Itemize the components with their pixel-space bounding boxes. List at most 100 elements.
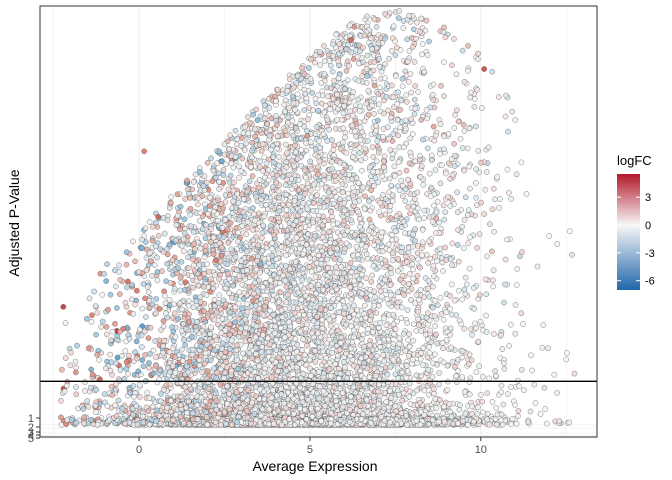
data-point xyxy=(442,244,448,251)
data-point xyxy=(473,123,479,130)
data-point xyxy=(376,101,382,108)
data-point xyxy=(139,305,146,312)
data-point xyxy=(408,116,414,122)
data-point xyxy=(554,241,561,247)
data-point xyxy=(338,263,345,270)
data-point xyxy=(465,68,471,74)
data-point xyxy=(523,190,530,197)
data-point xyxy=(489,277,496,284)
data-point xyxy=(340,110,347,117)
data-point xyxy=(474,404,481,411)
data-point xyxy=(498,382,505,389)
data-point xyxy=(477,391,484,398)
data-point xyxy=(159,268,165,275)
data-point xyxy=(359,167,365,174)
data-point xyxy=(501,299,507,306)
data-point xyxy=(328,85,334,91)
data-point xyxy=(107,351,113,358)
data-point xyxy=(440,202,447,209)
data-point xyxy=(227,132,233,139)
data-point xyxy=(415,89,422,95)
data-point xyxy=(466,379,473,385)
data-point xyxy=(402,198,409,205)
data-point xyxy=(461,325,468,332)
data-point xyxy=(81,388,88,394)
data-point xyxy=(498,332,504,338)
data-point xyxy=(396,169,403,176)
data-point xyxy=(330,41,336,48)
data-point xyxy=(295,355,302,361)
data-point xyxy=(176,226,183,233)
data-point xyxy=(451,36,457,42)
data-point xyxy=(434,340,441,347)
data-point xyxy=(378,68,385,75)
data-point xyxy=(372,294,379,300)
data-point xyxy=(195,201,201,208)
data-point xyxy=(322,103,329,109)
data-point xyxy=(404,307,411,313)
data-point xyxy=(404,36,410,43)
data-point xyxy=(98,323,104,330)
data-point xyxy=(484,253,490,260)
data-point xyxy=(540,322,547,328)
data-point xyxy=(128,296,135,303)
data-point xyxy=(293,218,300,224)
data-point xyxy=(125,278,131,285)
data-point xyxy=(93,331,99,338)
data-point xyxy=(518,310,525,317)
data-point xyxy=(358,157,364,164)
data-point xyxy=(462,194,469,201)
data-point xyxy=(461,167,468,174)
data-point xyxy=(188,394,195,400)
data-point xyxy=(418,328,424,334)
data-point xyxy=(63,355,69,361)
data-point xyxy=(211,316,218,323)
data-point xyxy=(413,372,420,379)
data-point xyxy=(489,68,496,75)
data-point xyxy=(293,348,300,355)
data-point xyxy=(478,199,484,206)
data-point xyxy=(331,78,337,84)
data-points xyxy=(58,8,578,428)
data-point xyxy=(246,178,253,184)
data-point xyxy=(513,282,520,288)
data-point xyxy=(186,358,193,365)
data-point xyxy=(455,226,461,233)
data-point xyxy=(175,316,181,322)
data-point xyxy=(368,235,375,242)
data-point xyxy=(152,310,159,317)
data-point xyxy=(277,289,284,296)
data-point xyxy=(117,276,123,283)
data-point xyxy=(399,83,406,89)
data-point xyxy=(381,158,387,165)
data-point xyxy=(461,79,468,85)
data-point xyxy=(130,383,137,389)
data-point xyxy=(392,173,398,179)
data-point xyxy=(476,231,483,237)
data-point xyxy=(258,235,265,241)
data-point xyxy=(86,295,93,302)
data-point xyxy=(537,411,544,417)
data-point xyxy=(235,199,242,206)
data-point xyxy=(88,319,95,325)
data-point xyxy=(321,43,327,49)
data-point xyxy=(274,133,281,139)
data-point xyxy=(397,106,404,113)
data-point xyxy=(442,209,449,215)
data-point xyxy=(388,48,395,54)
data-point xyxy=(451,125,458,131)
data-point xyxy=(421,215,427,221)
data-point xyxy=(168,194,174,200)
data-point xyxy=(317,296,324,302)
data-point xyxy=(398,177,405,184)
data-point xyxy=(335,295,342,302)
data-point xyxy=(220,172,227,178)
data-point xyxy=(451,297,458,304)
data-point xyxy=(136,394,143,400)
data-point xyxy=(369,272,376,279)
data-point xyxy=(219,267,226,273)
data-point xyxy=(467,185,473,192)
data-point xyxy=(264,288,271,295)
data-point xyxy=(166,297,173,303)
